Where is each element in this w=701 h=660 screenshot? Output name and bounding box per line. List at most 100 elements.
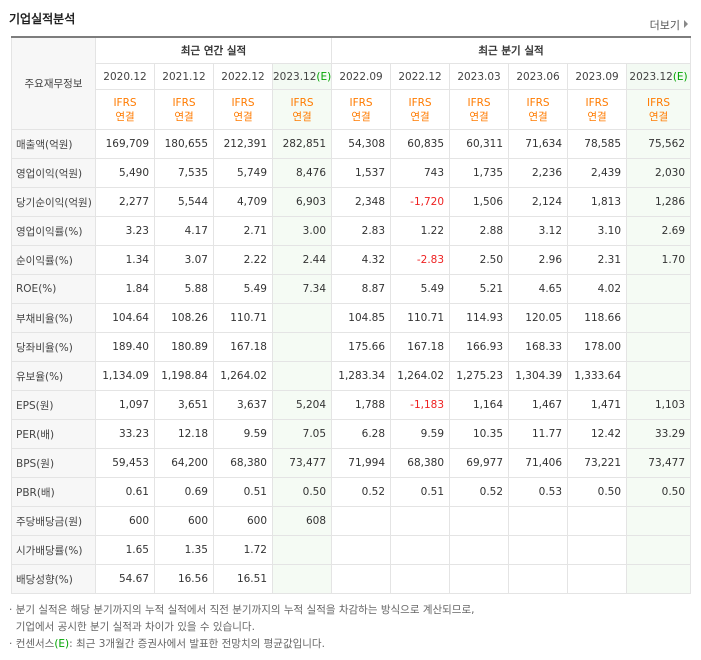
value-cell: 2.22 <box>213 245 273 275</box>
value-cell: 743 <box>390 158 451 188</box>
value-cell: 1,333.64 <box>567 361 628 391</box>
value-cell: 9.59 <box>390 419 451 449</box>
value-cell: 1,813 <box>567 187 628 217</box>
value-cell <box>271 303 333 333</box>
ifrs-label: IFRS 연결 <box>567 89 628 130</box>
value-cell: 108.26 <box>154 303 214 333</box>
ifrs-basis-text: 연결 <box>292 110 312 123</box>
ifrs-text: IFRS <box>113 96 137 109</box>
value-cell: 169,709 <box>95 129 155 159</box>
value-cell <box>626 274 692 304</box>
ifrs-text: IFRS <box>172 96 196 109</box>
value-cell <box>567 564 628 594</box>
row-label: 시가배당률(%) <box>11 535 96 565</box>
value-cell <box>508 564 569 594</box>
ifrs-label: IFRS 연결 <box>95 89 155 130</box>
value-cell: 4.65 <box>508 274 569 304</box>
annual-group-header: 최근 연간 실적 <box>94 36 333 64</box>
ifrs-label: IFRS 연결 <box>449 89 510 130</box>
ifrs-basis-text: 연결 <box>469 110 489 123</box>
value-cell: 2.69 <box>626 216 692 246</box>
value-cell: 5,544 <box>154 187 214 217</box>
ifrs-basis-text: 연결 <box>115 110 135 123</box>
value-cell: 1.35 <box>154 535 214 565</box>
financial-table: 주요재무정보 최근 연간 실적 최근 분기 실적 2020.12 2021.12 2… <box>11 36 692 594</box>
value-cell: 1,537 <box>331 158 392 188</box>
value-cell: 1.70 <box>626 245 692 275</box>
row-label: BPS(원) <box>11 448 96 478</box>
value-cell <box>449 564 510 594</box>
table-row: 배당성향(%) 54.67 16.56 16.51 <box>11 564 692 594</box>
value-cell: 6.28 <box>331 419 392 449</box>
value-cell: 282,851 <box>271 129 333 159</box>
row-label: 순이익률(%) <box>11 245 96 275</box>
footnotes: · 분기 실적은 해당 분기까지의 누적 실적에서 직전 분기까지의 누적 실적… <box>9 602 474 653</box>
table-row: 당기순이익(억원) 2,277 5,544 4,709 6,903 2,348 -1,720… <box>11 187 692 217</box>
value-cell: 3,651 <box>154 390 214 420</box>
ifrs-label: IFRS 연결 <box>626 89 692 130</box>
value-cell: 16.51 <box>213 564 273 594</box>
value-cell: 1.84 <box>95 274 155 304</box>
value-cell <box>331 564 392 594</box>
value-cell: 104.64 <box>95 303 155 333</box>
value-cell: 1,467 <box>508 390 569 420</box>
row-label: 주당배당금(원) <box>11 506 96 536</box>
footnote-1: · 분기 실적은 해당 분기까지의 누적 실적에서 직전 분기까지의 누적 실적… <box>9 604 475 616</box>
value-cell: 7.34 <box>271 274 333 304</box>
consensus-label: 컨센서스 <box>15 638 55 650</box>
row-label: 당좌비율(%) <box>11 332 96 362</box>
value-cell: 1,264.02 <box>390 361 451 391</box>
ifrs-text: IFRS <box>585 96 609 109</box>
row-label: EPS(원) <box>11 390 96 420</box>
value-cell <box>567 506 628 536</box>
chevron-right-icon <box>684 20 688 28</box>
table-row: 시가배당률(%) 1.65 1.35 1.72 <box>11 535 692 565</box>
ifrs-basis-text: 연결 <box>410 110 430 123</box>
value-cell: 600 <box>213 506 273 536</box>
table-row: 주당배당금(원) 600 600 600 608 <box>11 506 692 536</box>
value-cell <box>390 506 451 536</box>
row-label: PBR(배) <box>11 477 96 507</box>
value-cell: 73,477 <box>271 448 333 478</box>
value-cell: 2,124 <box>508 187 569 217</box>
value-cell: 7.05 <box>271 419 333 449</box>
more-link[interactable]: 더보기 <box>650 17 688 33</box>
value-cell: 3.10 <box>567 216 628 246</box>
ifrs-basis-text: 연결 <box>587 110 607 123</box>
value-cell: 0.52 <box>331 477 392 507</box>
value-cell: 5,204 <box>271 390 333 420</box>
value-cell: 5.21 <box>449 274 510 304</box>
value-cell: 11.77 <box>508 419 569 449</box>
table-row: PER(배) 33.23 12.18 9.59 7.05 6.28 9.59 10.35 11.… <box>11 419 692 449</box>
footnote-1-cont: 기업에서 공시한 분기 실적과 차이가 있을 수 있습니다. <box>9 619 474 636</box>
ifrs-label: IFRS 연결 <box>390 89 451 130</box>
value-cell: 69,977 <box>449 448 510 478</box>
ifrs-label: IFRS 연결 <box>271 89 333 130</box>
value-cell: 68,380 <box>390 448 451 478</box>
value-cell: 6,903 <box>271 187 333 217</box>
row-header-label: 주요재무정보 <box>11 36 96 130</box>
ifrs-basis-text: 연결 <box>233 110 253 123</box>
table-row: ROE(%) 1.84 5.88 5.49 7.34 8.87 5.49 5.21 4.65 4.… <box>11 274 692 304</box>
ifrs-text: IFRS <box>408 96 432 109</box>
period-header: 2022.12 <box>390 63 451 90</box>
value-cell: 73,477 <box>626 448 692 478</box>
row-label: 유보율(%) <box>11 361 96 391</box>
table-row: BPS(원) 59,453 64,200 68,380 73,477 71,994 68,3… <box>11 448 692 478</box>
value-cell: 0.50 <box>567 477 628 507</box>
table-row: 매출액(억원) 169,709 180,655 212,391 282,851 54,30… <box>11 129 692 159</box>
value-cell: 71,994 <box>331 448 392 478</box>
value-cell: 3.12 <box>508 216 569 246</box>
value-cell <box>390 535 451 565</box>
value-cell: 180.89 <box>154 332 214 362</box>
value-cell: 3,637 <box>213 390 273 420</box>
value-cell: 189.40 <box>95 332 155 362</box>
value-cell: 64,200 <box>154 448 214 478</box>
value-cell: 120.05 <box>508 303 569 333</box>
value-cell: 1,097 <box>95 390 155 420</box>
value-cell: 0.52 <box>449 477 510 507</box>
value-cell <box>271 535 333 565</box>
ifrs-basis-text: 연결 <box>174 110 194 123</box>
value-cell <box>271 332 333 362</box>
value-cell: 1,264.02 <box>213 361 273 391</box>
